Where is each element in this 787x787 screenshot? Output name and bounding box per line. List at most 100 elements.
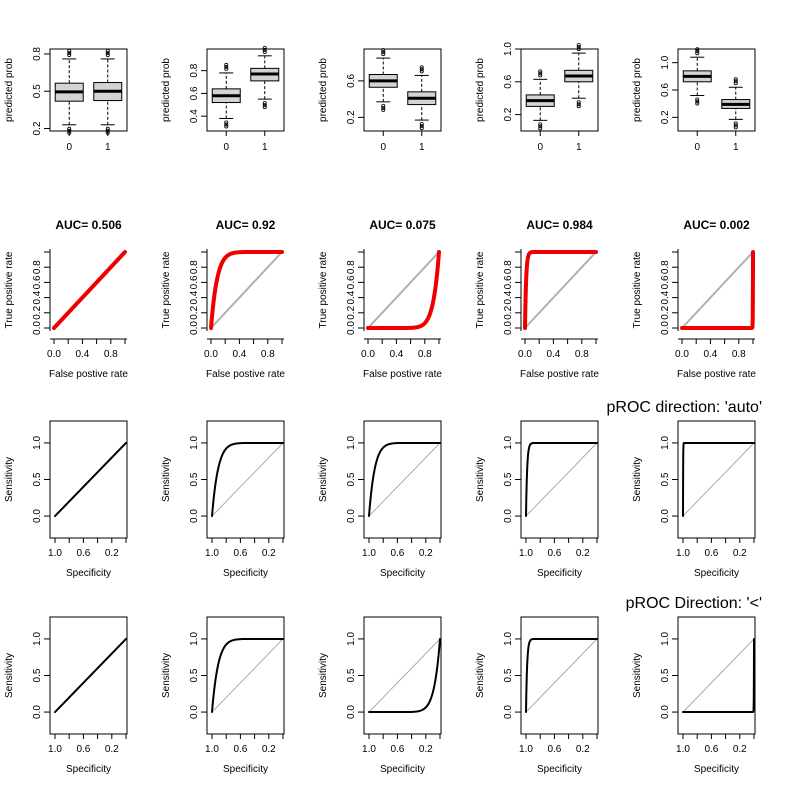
plot-frame — [677, 48, 756, 132]
x-tick-label: 1.0 — [205, 744, 219, 755]
box-1 — [564, 43, 594, 109]
x-tick-label: 0.4 — [389, 349, 403, 360]
x-axis-label: False postive rate — [363, 369, 442, 380]
y-axis-label: Sensitivity — [4, 457, 15, 502]
chance-diagonal — [368, 638, 441, 713]
panel-r4-c2: Sensitivity 0.0 0.5 1.0 1.0 0.6 0.2 Specificity — [161, 616, 285, 775]
outlier-point — [419, 126, 424, 131]
y-tick-label: 0.6 — [189, 86, 200, 100]
y-tick-label: 0.0 — [660, 705, 671, 719]
roc-curve — [680, 250, 755, 330]
x-tick-label: 0.0 — [361, 349, 375, 360]
x-axis-label: Specificity — [380, 568, 425, 579]
outlier-point — [224, 122, 229, 127]
y-tick-label: 1.0 — [346, 436, 357, 450]
outlier-point — [105, 52, 110, 57]
y-tick-label: 1.0 — [660, 55, 671, 69]
y-axis-label: predicted prob — [475, 58, 486, 122]
x-tick-label: 1.0 — [676, 744, 690, 755]
x-tick-label: 0.0 — [47, 349, 61, 360]
x-tick-label: 0 — [694, 142, 700, 153]
outlier-point — [67, 130, 72, 135]
row-heading: pROC Direction: '<' — [626, 595, 762, 612]
y-tick-label: 0.2 — [32, 305, 43, 319]
outlier-point — [419, 69, 424, 74]
box-1 — [721, 77, 751, 130]
box-1 — [407, 65, 437, 131]
y-tick-label: 0.0 — [660, 509, 671, 523]
plot-frame — [206, 48, 285, 132]
y-axis-label: Sensitivity — [161, 457, 172, 502]
chance-diagonal — [210, 251, 283, 329]
outlier-point — [105, 130, 110, 135]
outlier-point — [576, 43, 581, 48]
y-tick-label: 0.4 — [503, 290, 514, 304]
roc-curve — [366, 250, 441, 330]
outlier-point — [381, 52, 386, 57]
panel-r3-c5: Sensitivity 0.0 0.5 1.0 1.0 0.6 0.2 Specificity — [632, 420, 756, 579]
outlier-point — [576, 104, 581, 109]
panel-title: AUC= 0.002 — [683, 218, 750, 232]
outlier-point — [262, 45, 267, 50]
x-tick-label: 0.4 — [546, 349, 560, 360]
y-tick-label: 0.8 — [660, 260, 671, 274]
roc-curve — [523, 250, 598, 330]
chance-diagonal — [525, 442, 598, 517]
y-axis-label: Sensitivity — [475, 457, 486, 502]
y-axis-label: True positive rate — [161, 251, 172, 328]
roc-curve — [209, 250, 284, 330]
roc-curve — [54, 441, 127, 518]
x-tick-label: 0.6 — [547, 744, 561, 755]
y-axis-label: Sensitivity — [475, 653, 486, 698]
x-tick-label: 0.6 — [704, 744, 718, 755]
outlier-point — [733, 79, 738, 84]
x-tick-label: 0 — [537, 142, 543, 153]
y-tick-label: 0.2 — [32, 121, 43, 135]
box-0 — [525, 69, 555, 131]
x-tick-label: 0.8 — [261, 349, 275, 360]
x-tick-label: 1.0 — [362, 548, 376, 559]
y-tick-label: 0.5 — [503, 668, 514, 682]
y-tick-label: 0.2 — [503, 305, 514, 319]
y-tick-label: 0.0 — [346, 509, 357, 523]
outlier-point — [576, 47, 581, 52]
y-tick-label: 0.0 — [189, 509, 200, 523]
y-tick-label: 0.5 — [346, 668, 357, 682]
x-axis-label: False postive rate — [520, 369, 599, 380]
x-axis-label: Specificity — [380, 764, 425, 775]
x-tick-label: 0.2 — [419, 744, 433, 755]
y-tick-label: 1.0 — [32, 436, 43, 450]
y-axis-label: True positive rate — [632, 251, 643, 328]
plot-frame — [206, 420, 285, 539]
chance-diagonal — [682, 442, 755, 517]
panel-title: AUC= 0.506 — [55, 218, 122, 232]
y-tick-label: 0.6 — [346, 74, 357, 88]
panel-r1-c2: predicted prob 0.4 0.6 0.8 0 1 — [161, 45, 285, 153]
panel-title: AUC= 0.075 — [369, 218, 436, 232]
x-tick-label: 0.0 — [204, 349, 218, 360]
y-tick-label: 1.0 — [503, 632, 514, 646]
y-tick-label: 0.0 — [503, 705, 514, 719]
x-tick-label: 1.0 — [205, 548, 219, 559]
panel-r1-c4: predicted prob 0.2 0.6 1.0 0 1 — [475, 42, 599, 153]
panel-r1-c1: predicted prob 0.2 0.5 0.8 0 1 — [4, 47, 128, 153]
plot-frame — [677, 616, 756, 735]
x-tick-label: 0.6 — [547, 548, 561, 559]
y-tick-label: 0.5 — [32, 472, 43, 486]
box-0 — [682, 47, 712, 106]
outlier-point — [419, 67, 424, 72]
outlier-point — [262, 47, 267, 52]
x-tick-label: 1 — [576, 142, 582, 153]
roc-curve — [52, 250, 127, 330]
panel-r1-c3: predicted prob 0.2 0.6 0 1 — [318, 48, 442, 153]
x-tick-label: 1.0 — [676, 548, 690, 559]
outlier-point — [538, 71, 543, 76]
y-tick-label: 1.0 — [660, 632, 671, 646]
chance-diagonal — [682, 638, 755, 713]
plot-frame — [49, 616, 128, 735]
y-axis-label: True positive rate — [4, 251, 15, 328]
x-tick-label: 0.6 — [233, 548, 247, 559]
y-tick-label: 0.6 — [346, 275, 357, 289]
